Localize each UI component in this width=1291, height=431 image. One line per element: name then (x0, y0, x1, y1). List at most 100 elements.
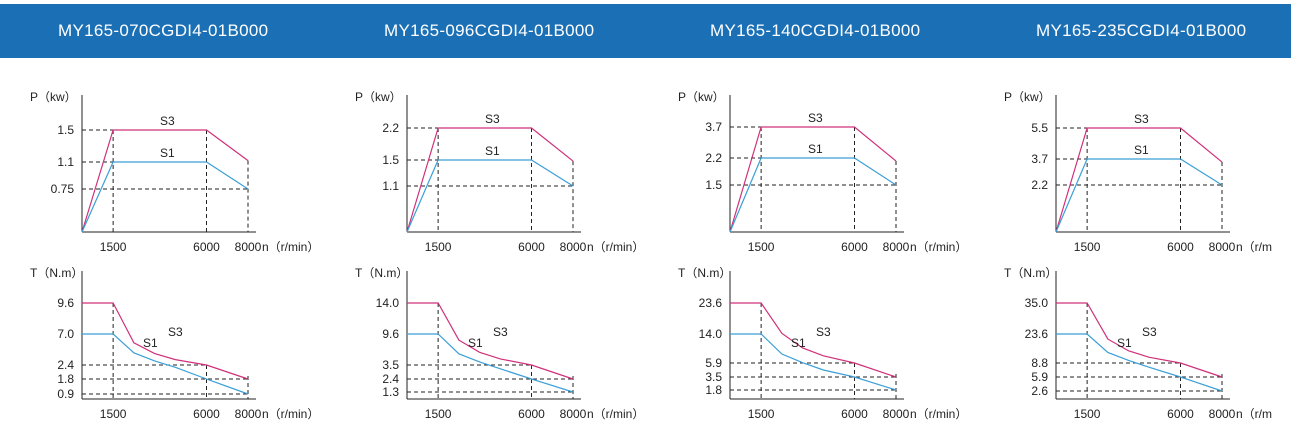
y-tick-label: 1.5 (705, 178, 722, 192)
y-tick-label: 3.5 (705, 370, 722, 384)
x-tick-label: 1500 (1074, 407, 1101, 421)
x-axis-label: n（r/min） (910, 407, 967, 421)
series-s1-line (729, 157, 897, 233)
y-tick-label: 0.75 (51, 182, 75, 196)
x-tick-label: 6000 (193, 407, 220, 421)
x-axis-label: n（r/min） (910, 240, 967, 254)
series-s1-line (82, 333, 249, 395)
x-tick-label: 6000 (841, 407, 868, 421)
y-tick-label: 2.4 (57, 358, 74, 372)
x-tick-label: 1500 (1074, 240, 1101, 254)
series-s1-label: S1 (1134, 143, 1149, 157)
x-tick-label: 8000 (883, 240, 910, 254)
series-s3-label: S3 (160, 114, 175, 128)
y-tick-label: 35.0 (1025, 296, 1049, 310)
y-tick-label: 14.0 (376, 296, 400, 310)
y-tick-label: 1.8 (57, 372, 74, 386)
y-tick-label: 8.8 (1031, 356, 1048, 370)
y-tick-label: 1.8 (705, 383, 722, 397)
y-tick-label: 2.6 (1031, 384, 1048, 398)
x-tick-label: 8000 (1209, 240, 1236, 254)
x-axis-label: n（r/m (1236, 407, 1272, 421)
series-s3-label: S3 (1134, 112, 1149, 126)
x-tick-label: 1500 (748, 240, 775, 254)
x-tick-label: 6000 (1167, 407, 1194, 421)
y-axis-label: T（N.m） (355, 266, 408, 280)
series-s3-label: S3 (1142, 325, 1157, 339)
x-tick-label: 1500 (100, 240, 127, 254)
x-tick-label: 8000 (560, 240, 587, 254)
series-s3-label: S3 (808, 111, 823, 125)
series-s1-line (1056, 333, 1223, 392)
x-tick-label: 8000 (235, 407, 262, 421)
series-s3-line (81, 129, 249, 233)
y-tick-label: 5.9 (1031, 370, 1048, 384)
y-tick-label: 3.5 (382, 358, 399, 372)
series-s3-line (1055, 127, 1223, 233)
x-axis-label: n（r/min） (587, 407, 644, 421)
y-tick-label: 1.3 (382, 385, 399, 399)
x-tick-label: 1500 (425, 407, 452, 421)
y-tick-label: 1.5 (57, 123, 74, 137)
y-tick-label: 5.9 (705, 356, 722, 370)
model-title: MY165-235CGDI4-01B000 (1036, 21, 1247, 40)
y-tick-label: 1.1 (57, 155, 74, 169)
y-axis-label: P（kw） (1004, 90, 1051, 104)
y-tick-label: 9.6 (382, 327, 399, 341)
x-axis-label: n（r/m (1236, 240, 1272, 254)
y-axis-label: T（N.m） (1004, 266, 1057, 280)
y-axis-label: P（kw） (30, 90, 77, 104)
series-s3-line (729, 126, 897, 233)
series-s1-label: S1 (1117, 336, 1132, 350)
y-axis-label: P（kw） (355, 90, 402, 104)
series-s3-label: S3 (816, 325, 831, 339)
model-title: MY165-096CGDI4-01B000 (384, 21, 595, 40)
x-axis-label: n（r/min） (587, 240, 644, 254)
series-s3-line (407, 302, 574, 380)
y-tick-label: 23.6 (1025, 327, 1049, 341)
y-tick-label: 3.7 (1031, 152, 1048, 166)
series-s1-label: S1 (791, 336, 806, 350)
y-axis-label: T（N.m） (678, 266, 731, 280)
y-tick-label: 1.5 (382, 153, 399, 167)
x-axis-label: n（r/min） (262, 407, 319, 421)
series-s3-line (730, 302, 897, 378)
series-s3-label: S3 (168, 325, 183, 339)
x-tick-label: 6000 (518, 407, 545, 421)
y-tick-label: 14.0 (699, 327, 723, 341)
x-tick-label: 6000 (518, 240, 545, 254)
x-axis-label: n（r/min） (262, 240, 319, 254)
x-tick-label: 6000 (1167, 240, 1194, 254)
x-tick-label: 1500 (748, 407, 775, 421)
y-tick-label: 0.9 (57, 387, 74, 401)
series-s1-label: S1 (808, 142, 823, 156)
y-axis-label: T（N.m） (30, 266, 83, 280)
y-tick-label: 23.6 (699, 296, 723, 310)
x-tick-label: 8000 (560, 407, 587, 421)
x-tick-label: 1500 (100, 407, 127, 421)
series-s3-line (406, 127, 574, 233)
series-s3-line (1056, 302, 1223, 378)
y-axis-label: P（kw） (678, 90, 725, 104)
series-s1-line (730, 333, 897, 391)
series-s3-label: S3 (485, 112, 500, 126)
y-tick-label: 5.5 (1031, 121, 1048, 135)
x-tick-label: 8000 (883, 407, 910, 421)
y-tick-label: 2.2 (382, 121, 399, 135)
series-s3-line (82, 302, 249, 380)
x-tick-label: 1500 (425, 240, 452, 254)
y-tick-label: 2.4 (382, 372, 399, 386)
y-tick-label: 7.0 (57, 327, 74, 341)
series-s3-label: S3 (493, 325, 508, 339)
model-header-bar: MY165-070CGDI4-01B000 MY165-096CGDI4-01B… (0, 4, 1291, 58)
series-s1-label: S1 (468, 336, 483, 350)
x-tick-label: 6000 (193, 240, 220, 254)
series-s1-line (81, 161, 249, 233)
y-tick-label: 3.7 (705, 120, 722, 134)
series-s1-line (407, 333, 574, 393)
series-s1-line (406, 159, 574, 233)
y-tick-label: 1.1 (382, 179, 399, 193)
x-tick-label: 8000 (1209, 407, 1236, 421)
x-tick-label: 8000 (235, 240, 262, 254)
